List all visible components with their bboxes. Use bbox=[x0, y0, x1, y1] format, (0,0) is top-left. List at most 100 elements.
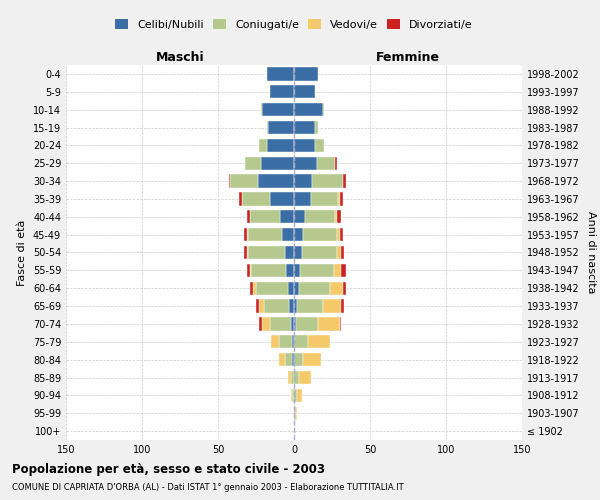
Bar bbox=[229, 174, 230, 188]
Bar bbox=[291, 388, 292, 402]
Bar bbox=[294, 353, 303, 366]
Bar bbox=[294, 138, 315, 152]
Bar bbox=[260, 103, 262, 117]
Bar bbox=[260, 156, 294, 170]
Bar bbox=[250, 210, 280, 224]
Bar bbox=[279, 353, 285, 366]
Bar bbox=[266, 67, 294, 80]
Bar bbox=[315, 138, 325, 152]
Bar bbox=[294, 300, 297, 313]
Bar bbox=[247, 210, 250, 224]
Bar bbox=[296, 406, 297, 420]
Bar bbox=[291, 317, 294, 330]
Bar bbox=[311, 192, 338, 205]
Bar bbox=[338, 192, 340, 205]
Bar bbox=[242, 192, 269, 205]
Text: COMUNE DI CAPRIATA D'ORBA (AL) - Dati ISTAT 1° gennaio 2003 - Elaborazione TUTTI: COMUNE DI CAPRIATA D'ORBA (AL) - Dati IS… bbox=[12, 482, 404, 492]
Bar bbox=[294, 85, 315, 98]
Bar bbox=[299, 371, 311, 384]
Bar bbox=[262, 103, 294, 117]
Bar bbox=[335, 210, 337, 224]
Bar bbox=[279, 335, 292, 348]
Bar bbox=[337, 228, 340, 241]
Bar bbox=[319, 317, 340, 330]
Bar bbox=[294, 406, 296, 420]
Bar bbox=[259, 300, 263, 313]
Bar bbox=[230, 174, 257, 188]
Bar bbox=[282, 228, 294, 241]
Bar bbox=[269, 85, 294, 98]
Bar bbox=[248, 246, 285, 259]
Bar bbox=[288, 282, 294, 295]
Bar bbox=[294, 264, 300, 277]
Bar bbox=[300, 264, 334, 277]
Bar bbox=[294, 371, 299, 384]
Text: Maschi: Maschi bbox=[155, 51, 205, 64]
Bar bbox=[305, 210, 335, 224]
Bar bbox=[294, 282, 299, 295]
Bar bbox=[312, 174, 343, 188]
Bar bbox=[245, 156, 260, 170]
Y-axis label: Fasce di età: Fasce di età bbox=[17, 220, 27, 286]
Bar bbox=[247, 246, 248, 259]
Bar bbox=[323, 103, 325, 117]
Bar bbox=[294, 121, 315, 134]
Bar bbox=[239, 192, 242, 205]
Bar bbox=[340, 228, 343, 241]
Bar bbox=[247, 228, 248, 241]
Bar bbox=[250, 264, 251, 277]
Bar bbox=[256, 300, 259, 313]
Bar bbox=[296, 317, 319, 330]
Bar bbox=[244, 228, 247, 241]
Bar bbox=[334, 264, 341, 277]
Bar bbox=[297, 300, 323, 313]
Bar bbox=[253, 282, 256, 295]
Bar bbox=[294, 192, 311, 205]
Text: Femmine: Femmine bbox=[376, 51, 440, 64]
Bar bbox=[269, 192, 294, 205]
Bar bbox=[294, 156, 317, 170]
Bar bbox=[247, 264, 250, 277]
Bar bbox=[250, 282, 253, 295]
Bar bbox=[266, 121, 268, 134]
Bar bbox=[263, 300, 289, 313]
Bar bbox=[280, 210, 294, 224]
Bar bbox=[259, 138, 266, 152]
Bar bbox=[289, 300, 294, 313]
Bar bbox=[268, 121, 294, 134]
Bar bbox=[291, 371, 294, 384]
Bar bbox=[271, 335, 279, 348]
Bar bbox=[297, 388, 302, 402]
Bar bbox=[317, 156, 335, 170]
Bar bbox=[288, 371, 291, 384]
Bar bbox=[340, 192, 343, 205]
Bar bbox=[308, 335, 331, 348]
Bar bbox=[244, 246, 247, 259]
Bar bbox=[343, 282, 346, 295]
Bar bbox=[299, 282, 331, 295]
Bar bbox=[335, 156, 337, 170]
Bar bbox=[262, 317, 269, 330]
Bar bbox=[294, 335, 308, 348]
Bar bbox=[315, 121, 319, 134]
Bar bbox=[294, 103, 323, 117]
Bar bbox=[292, 353, 294, 366]
Bar bbox=[341, 264, 346, 277]
Bar bbox=[294, 388, 297, 402]
Bar bbox=[294, 317, 296, 330]
Text: Popolazione per età, sesso e stato civile - 2003: Popolazione per età, sesso e stato civil… bbox=[12, 462, 325, 475]
Bar bbox=[294, 246, 302, 259]
Bar bbox=[269, 317, 291, 330]
Bar bbox=[294, 174, 312, 188]
Bar bbox=[294, 67, 319, 80]
Bar bbox=[341, 246, 344, 259]
Bar bbox=[251, 264, 286, 277]
Bar bbox=[292, 388, 294, 402]
Bar bbox=[302, 246, 337, 259]
Bar bbox=[323, 300, 341, 313]
Legend: Celibi/Nubili, Coniugati/e, Vedovi/e, Divorziati/e: Celibi/Nubili, Coniugati/e, Vedovi/e, Di… bbox=[111, 14, 477, 34]
Bar bbox=[266, 138, 294, 152]
Bar bbox=[256, 282, 288, 295]
Bar bbox=[259, 317, 262, 330]
Bar bbox=[341, 300, 344, 313]
